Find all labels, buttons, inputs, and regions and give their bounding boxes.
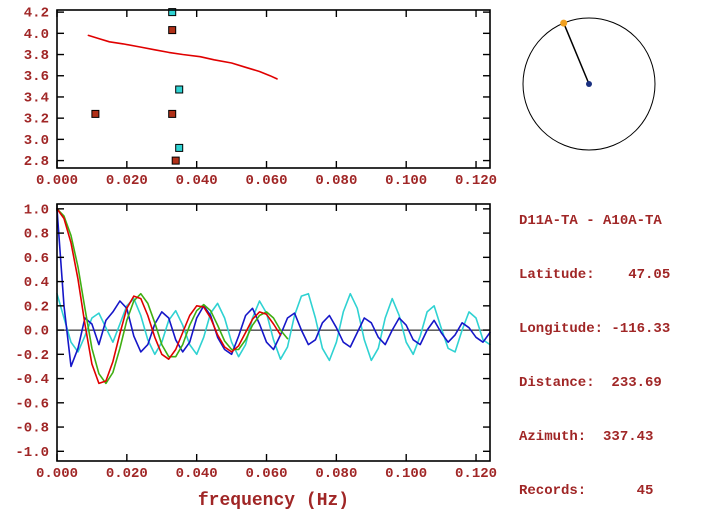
x-tick-label: 0.060 (246, 466, 288, 482)
y-tick-label: 3.8 (24, 48, 49, 64)
compass-circle (522, 17, 656, 151)
green-bessel-fit (56, 207, 289, 385)
compass-center-dot (586, 81, 592, 87)
y-tick-label: -0.2 (15, 348, 49, 364)
x-tick-label: 0.020 (106, 173, 148, 189)
red-pick-marker[interactable] (168, 109, 177, 118)
y-tick-label: 4.0 (24, 27, 49, 43)
info-distance: Distance: 233.69 (519, 375, 662, 391)
x-tick-label: 0.020 (106, 466, 148, 482)
y-tick-label: 2.8 (24, 154, 49, 170)
cross-spectrum-plot[interactable]: 0.000 0.020 0.040 0.060 0.080 0.100 0.120 -1.0 -… (0, 189, 500, 519)
y-tick-label: 4.2 (24, 6, 49, 22)
y-tick-label: 3.2 (24, 112, 49, 128)
x-tick-label: 0.060 (246, 173, 288, 189)
x-axis-label: frequency (Hz) (198, 491, 349, 511)
y-tick-label: 3.6 (24, 69, 49, 85)
y-tick-label: -0.8 (15, 421, 49, 437)
station-pair-title: D11A-TA - A10A-TA (519, 213, 662, 229)
info-azimuth: Azimuth: 337.43 (519, 429, 654, 445)
red-pick-marker[interactable] (91, 109, 100, 118)
blue-spectrum-trace (56, 207, 491, 368)
y-tick-label: 0.6 (24, 251, 49, 267)
plot-frame (56, 9, 491, 169)
info-latitude: Latitude: 47.05 (519, 267, 671, 283)
station-info-panel: D11A-TA - A10A-TA Latitude: 47.05 Longit… (519, 176, 670, 519)
y-tick-label: -0.6 (15, 396, 49, 412)
y-tick-label: 1.0 (24, 202, 49, 218)
x-tick-label: 0.080 (315, 466, 357, 482)
cyan-pick-marker[interactable] (175, 85, 184, 94)
y-tick-label: 3.0 (24, 133, 49, 149)
x-tick-label: 0.120 (455, 173, 497, 189)
red-bessel-fit (56, 207, 282, 385)
cyan-pick-marker[interactable] (168, 8, 177, 17)
y-tick-label: 3.4 (24, 90, 49, 106)
x-tick-label: 0.040 (176, 466, 218, 482)
azimuth-compass (522, 17, 656, 151)
y-tick-label: 0.8 (24, 227, 49, 243)
y-tick-label: 0.4 (24, 275, 49, 291)
x-tick-label: 0.100 (385, 466, 427, 482)
x-tick-label: 0.100 (385, 173, 427, 189)
x-tick-label: 0.000 (36, 466, 78, 482)
x-tick-label: 0.000 (36, 173, 78, 189)
plot-frame (56, 203, 491, 462)
x-tick-label: 0.040 (176, 173, 218, 189)
cyan-pick-marker[interactable] (175, 143, 184, 152)
y-tick-label: 0.0 (24, 324, 49, 340)
red-pick-marker[interactable] (168, 26, 177, 35)
info-records: Records: 45 (519, 483, 654, 499)
info-longitude: Longitude: -116.33 (519, 321, 671, 337)
y-tick-label: 0.2 (24, 299, 49, 315)
red-pick-marker[interactable] (171, 156, 180, 165)
y-tick-label: -0.4 (15, 372, 49, 388)
dispersion-plot[interactable]: 0.000 0.020 0.040 0.060 0.080 0.100 0.120 2.8 3.… (0, 0, 500, 190)
azimuth-endpoint-dot (560, 19, 568, 27)
azimuth-line (563, 22, 590, 85)
dispersion-curve (87, 34, 278, 80)
x-tick-label: 0.080 (315, 173, 357, 189)
x-tick-label: 0.120 (455, 466, 497, 482)
y-tick-label: -1.0 (15, 445, 49, 461)
